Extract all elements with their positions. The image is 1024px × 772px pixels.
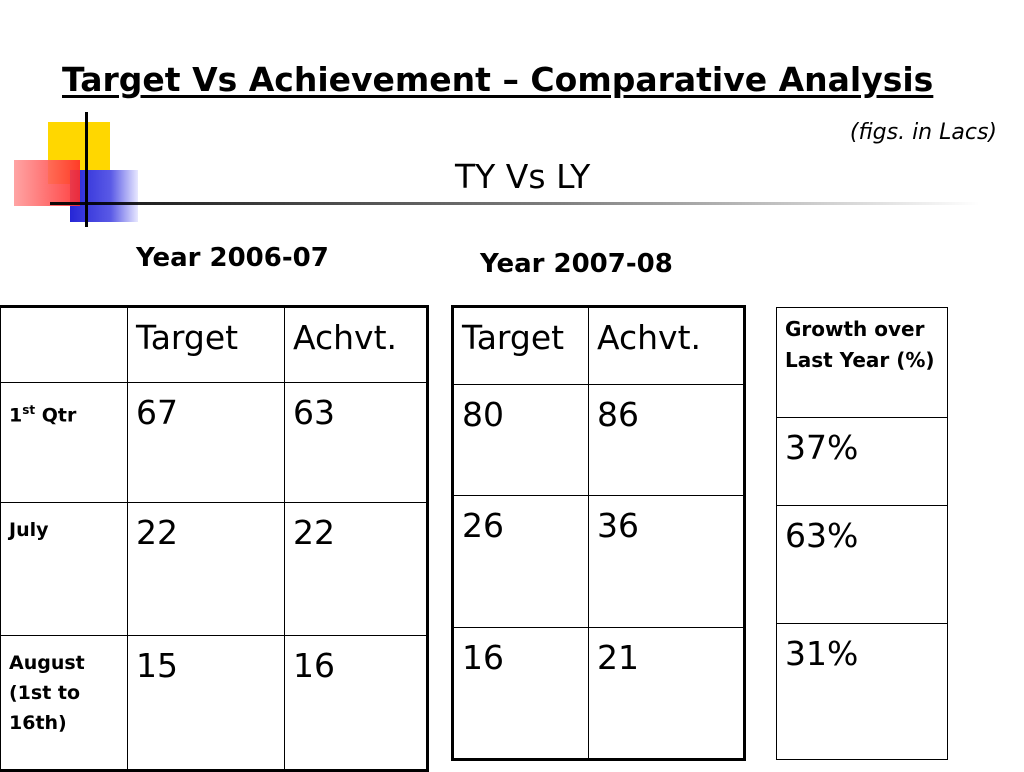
growth-table: Growth over Last Year (%) 37% 63% 31%	[776, 307, 948, 760]
year1-achvt-header: Achvt.	[284, 306, 428, 383]
year2-target-header: Target	[452, 306, 589, 385]
year1-target-header: Target	[127, 306, 285, 383]
year2-label: Year 2007-08	[480, 249, 673, 279]
row-label-q1: 1st Qtr	[0, 382, 128, 503]
year2-table: Target Achvt. 80 86 26 36 16 21	[451, 305, 746, 761]
decorative-squares	[14, 112, 980, 227]
page-title: Target Vs Achievement – Comparative Anal…	[62, 60, 934, 99]
section-heading: TY Vs LY	[455, 157, 591, 196]
year2-row2-achvt: 36	[588, 495, 745, 628]
year2-row2-target: 26	[452, 495, 589, 628]
year2-row1-achvt: 86	[588, 384, 745, 496]
figures-unit-note: (figs. in Lacs)	[849, 120, 997, 145]
row-label-q1-suffix: st	[22, 403, 36, 417]
blue-square	[70, 170, 138, 222]
growth-value-3: 31%	[776, 623, 948, 760]
growth-header: Growth over Last Year (%)	[776, 307, 948, 418]
year1-july-achvt: 22	[284, 502, 428, 636]
corner-cell	[0, 306, 128, 383]
horizontal-rule	[50, 202, 980, 205]
year2-achvt-header: Achvt.	[588, 306, 745, 385]
year2-row3-achvt: 21	[588, 627, 745, 760]
vertical-rule	[85, 112, 88, 227]
growth-value-1: 37%	[776, 417, 948, 506]
year1-august-achvt: 16	[284, 635, 428, 771]
row-label-q1-rest: Qtr	[35, 404, 77, 427]
year1-july-target: 22	[127, 502, 285, 636]
growth-value-2: 63%	[776, 505, 948, 624]
year1-table: Target Achvt. 1st Qtr 67 63 July 22 22 A…	[0, 305, 429, 772]
year1-label: Year 2006-07	[136, 243, 329, 273]
year1-q1-achvt: 63	[284, 382, 428, 503]
row-label-july: July	[0, 502, 128, 636]
year2-row3-target: 16	[452, 627, 589, 760]
row-label-august: August (1st to 16th)	[0, 635, 128, 771]
year2-row1-target: 80	[452, 384, 589, 496]
row-label-q1-number: 1	[9, 404, 23, 427]
year1-august-target: 15	[127, 635, 285, 771]
year1-q1-target: 67	[127, 382, 285, 503]
red-square	[14, 160, 80, 206]
